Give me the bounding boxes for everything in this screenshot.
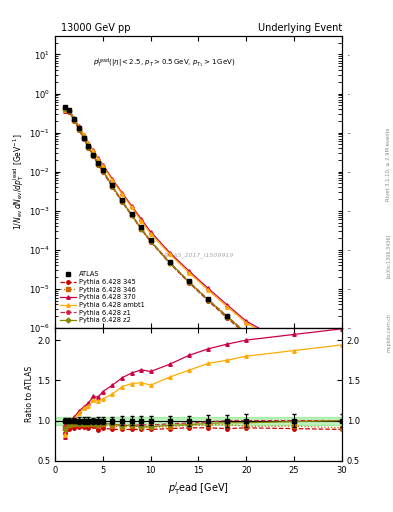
Y-axis label: Ratio to ATLAS: Ratio to ATLAS	[25, 367, 34, 422]
Text: Rivet 3.1.10, ≥ 2.9M events: Rivet 3.1.10, ≥ 2.9M events	[386, 127, 391, 201]
Text: $p_T^\mathrm{lead}(|\eta|<2.5,\,p_T>0.5\,\mathrm{GeV},\,p_{T_1}>1\,\mathrm{GeV}): $p_T^\mathrm{lead}(|\eta|<2.5,\,p_T>0.5\…	[93, 56, 235, 70]
Text: [arXiv:1306.3436]: [arXiv:1306.3436]	[386, 234, 391, 278]
X-axis label: $p_\mathrm{T}^{l}$ead [GeV]: $p_\mathrm{T}^{l}$ead [GeV]	[168, 480, 229, 497]
Text: Underlying Event: Underlying Event	[258, 23, 342, 33]
Text: ATLAS_2017_I1509919: ATLAS_2017_I1509919	[163, 252, 234, 258]
Text: mcplots.cern.ch: mcplots.cern.ch	[386, 313, 391, 352]
Legend: ATLAS, Pythia 6.428 345, Pythia 6.428 346, Pythia 6.428 370, Pythia 6.428 ambt1,: ATLAS, Pythia 6.428 345, Pythia 6.428 34…	[58, 270, 146, 325]
Text: 13000 GeV pp: 13000 GeV pp	[61, 23, 130, 33]
Y-axis label: $1/N_\mathrm{ev}\,dN_\mathrm{ev}/dp_\mathrm{T}^\mathrm{lead}$ [GeV$^{-1}$]: $1/N_\mathrm{ev}\,dN_\mathrm{ev}/dp_\mat…	[11, 134, 26, 230]
